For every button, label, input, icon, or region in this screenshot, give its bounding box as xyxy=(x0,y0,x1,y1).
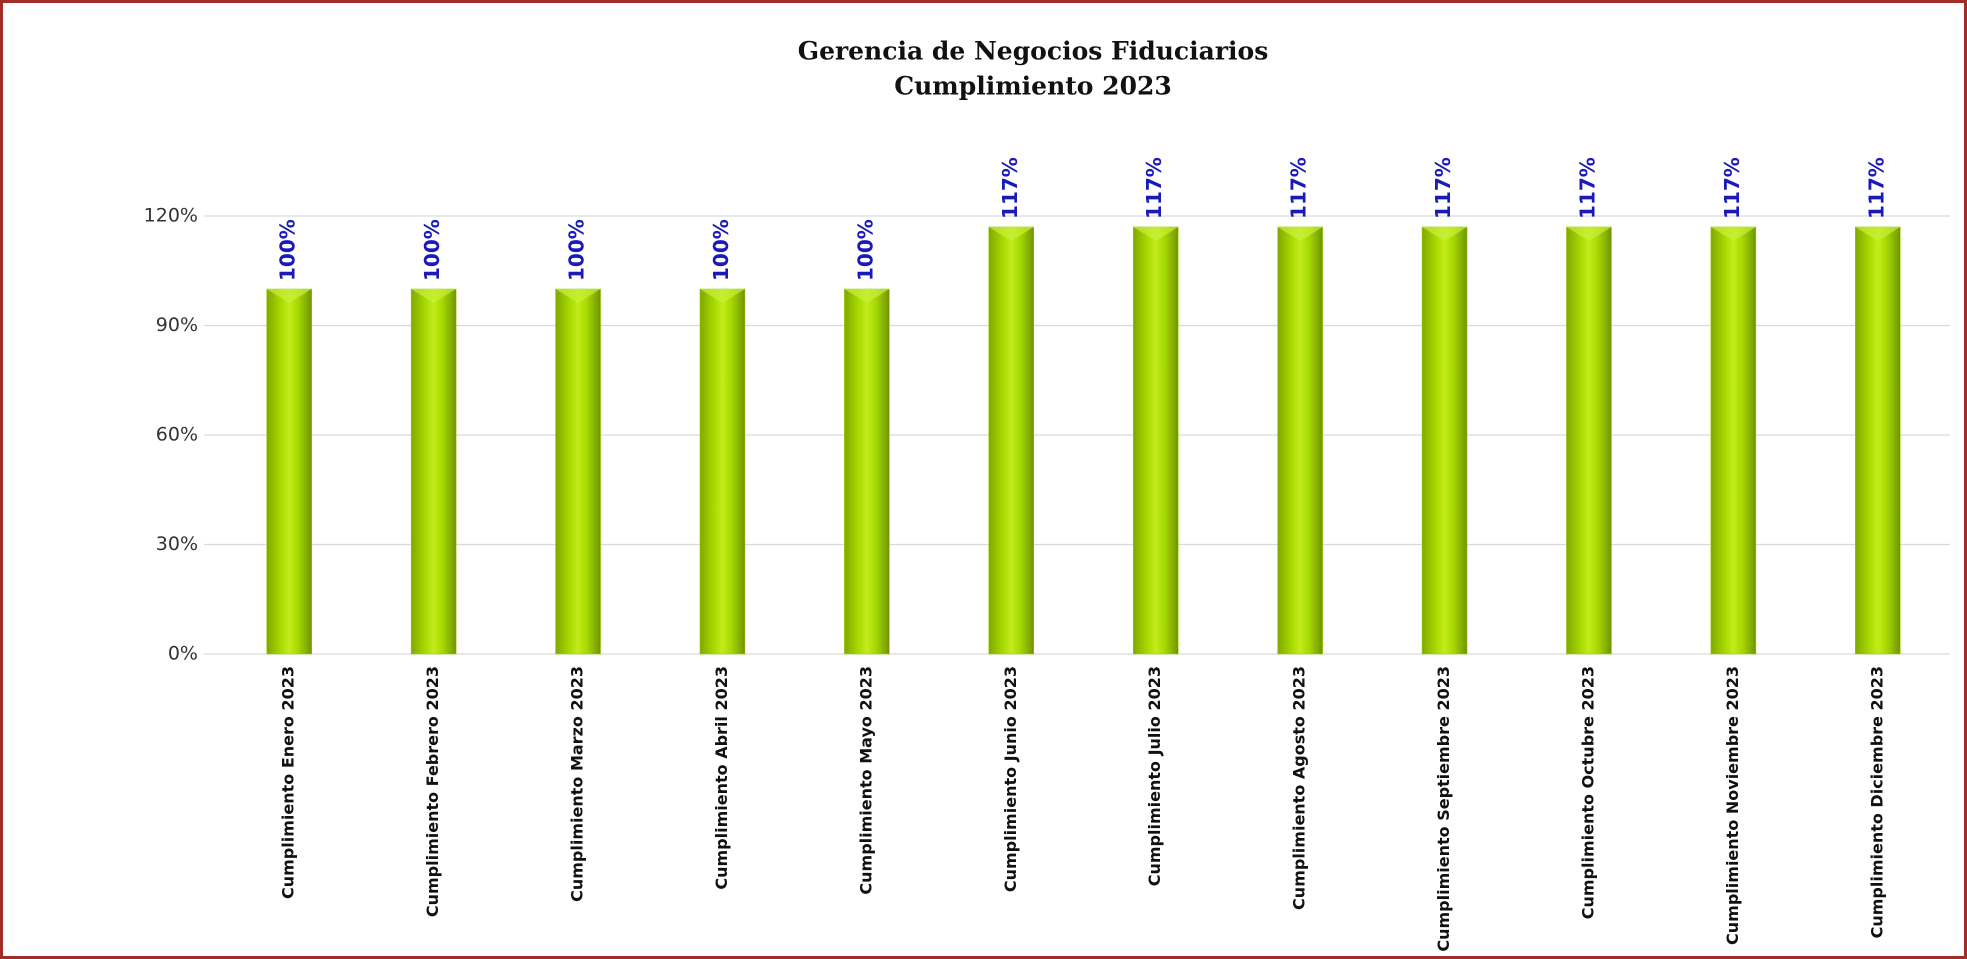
bar-bevel xyxy=(411,289,457,303)
data-label: 100% xyxy=(853,219,877,281)
x-tick-label: Cumplimiento Noviembre 2023 xyxy=(1723,666,1742,945)
y-tick-label: 90% xyxy=(156,314,198,336)
x-tick-label: Cumplimiento Agosto 2023 xyxy=(1290,666,1309,910)
bar xyxy=(410,288,457,655)
bar xyxy=(1132,226,1179,655)
bar-bevel xyxy=(1133,226,1179,241)
bar xyxy=(1710,226,1757,655)
data-label: 117% xyxy=(1431,157,1455,219)
bar xyxy=(1855,226,1901,655)
x-tick-label: Cumplimiento Diciembre 2023 xyxy=(1867,666,1886,938)
bar-bevel xyxy=(1710,226,1756,241)
data-label: 117% xyxy=(1864,157,1888,219)
x-tick-label: Cumplimiento Marzo 2023 xyxy=(568,666,587,902)
bar xyxy=(1566,226,1612,655)
data-label: 117% xyxy=(1287,157,1311,219)
y-tick-label: 0% xyxy=(168,643,198,665)
x-tick-label: Cumplimiento Junio 2023 xyxy=(1001,666,1020,892)
bar xyxy=(988,226,1035,655)
data-label: 117% xyxy=(1575,157,1599,219)
data-label: 100% xyxy=(420,219,444,281)
x-tick-label: Cumplimiento Febrero 2023 xyxy=(423,666,442,917)
data-label: 117% xyxy=(998,157,1022,219)
x-tick-label: Cumplimiento Octubre 2023 xyxy=(1578,666,1597,919)
y-tick-label: 60% xyxy=(156,424,198,446)
chart-title: Gerencia de Negocios Fiduciarios xyxy=(798,37,1269,66)
x-tick-label: Cumplimiento Julio 2023 xyxy=(1145,666,1164,886)
data-label: 100% xyxy=(276,219,300,281)
data-label: 100% xyxy=(565,219,589,281)
bar xyxy=(699,288,746,655)
x-tick-label: Cumplimiento Abril 2023 xyxy=(712,666,731,890)
bar xyxy=(1277,226,1323,655)
bar-bevel xyxy=(1566,226,1612,241)
y-tick-label: 30% xyxy=(156,533,198,555)
bar-bevel xyxy=(1277,226,1323,241)
bar-bevel xyxy=(266,289,312,303)
bar xyxy=(1421,226,1468,655)
bar-bevel xyxy=(844,289,890,303)
x-tick-label: Cumplimiento Mayo 2023 xyxy=(856,666,875,895)
y-tick-label: 120% xyxy=(144,205,198,227)
data-label: 117% xyxy=(1142,157,1166,219)
bar-bevel xyxy=(988,226,1034,241)
bar-bevel xyxy=(699,289,745,303)
bar-bevel xyxy=(555,289,601,303)
bar xyxy=(844,288,890,655)
bar-bevel xyxy=(1855,226,1901,241)
x-tick-label: Cumplimiento Septiembre 2023 xyxy=(1434,666,1453,952)
bar-bevel xyxy=(1422,226,1468,241)
data-label: 100% xyxy=(709,219,733,281)
chart-subtitle: Cumplimiento 2023 xyxy=(894,72,1172,101)
x-tick-label: Cumplimiento Enero 2023 xyxy=(279,666,298,899)
bar xyxy=(266,288,312,655)
data-label: 117% xyxy=(1720,157,1744,219)
bar xyxy=(555,288,601,655)
